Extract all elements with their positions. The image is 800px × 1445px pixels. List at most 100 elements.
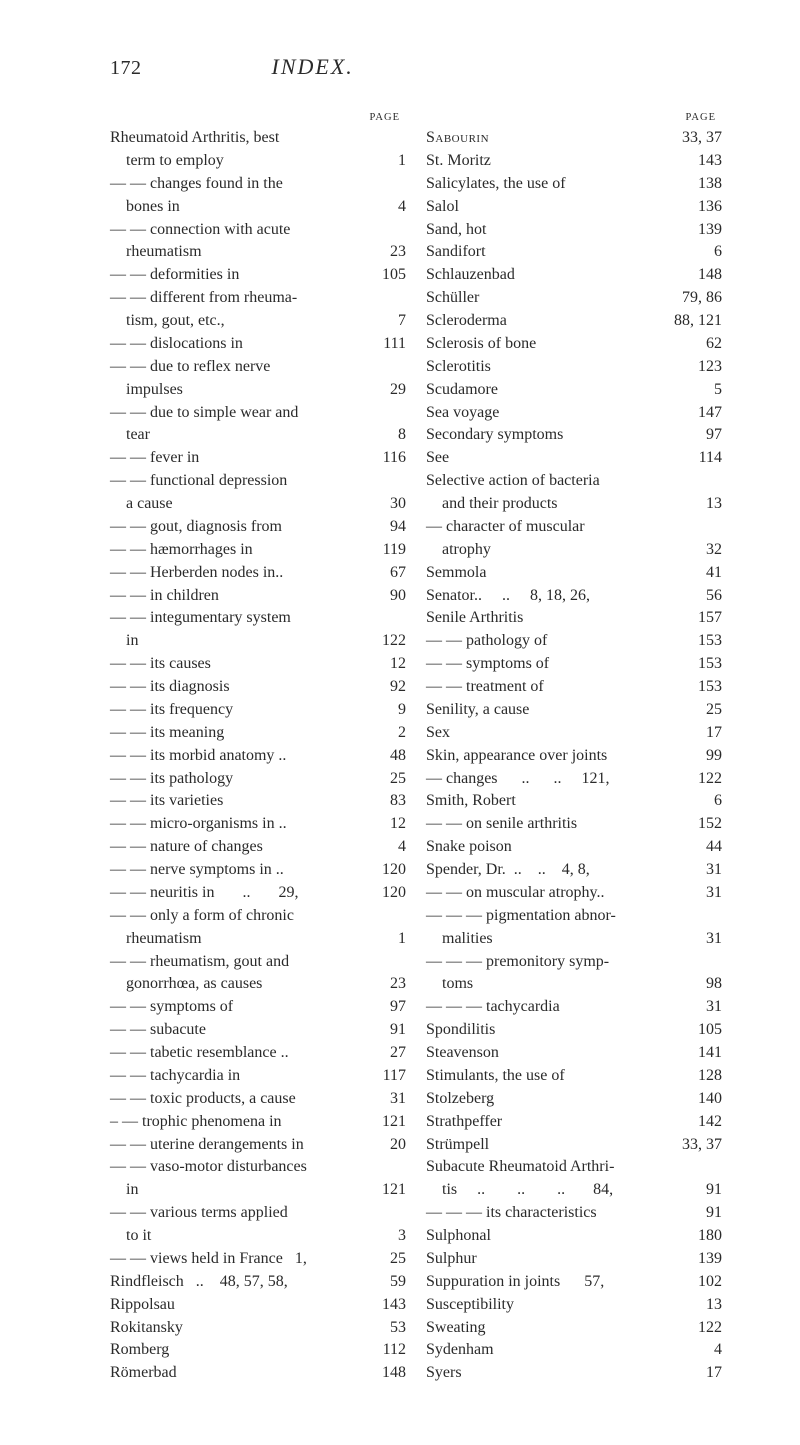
entry-page: 33, 37 xyxy=(676,1134,722,1157)
entry-label: — — its diagnosis xyxy=(110,676,230,699)
entry-label: — — fever in xyxy=(110,447,199,470)
entry-page: 53 xyxy=(372,1317,406,1340)
entry-label: Stimulants, the use of xyxy=(426,1065,565,1088)
index-entry: Sex17 xyxy=(426,722,722,745)
index-entry: a cause30 xyxy=(110,493,406,516)
entry-label: Sand, hot xyxy=(426,219,486,242)
entry-label: — — due to reflex nerve xyxy=(110,356,270,379)
entry-page: 79, 86 xyxy=(676,287,722,310)
entry-page: 25 xyxy=(372,1248,406,1271)
entry-label: — — its pathology xyxy=(110,768,233,791)
index-entry: — — nerve symptoms in ..120 xyxy=(110,859,406,882)
entry-label: — — symptoms of xyxy=(110,996,233,1019)
entry-label: — — uterine derangements in xyxy=(110,1134,304,1157)
index-entry: Sand, hot 139 xyxy=(426,219,722,242)
index-entry: — — different from rheuma- xyxy=(110,287,406,310)
index-entry: rheumatism23 xyxy=(110,241,406,264)
entry-label: — — gout, diagnosis from xyxy=(110,516,282,539)
left-column: PAGE Rheumatoid Arthritis, best term to … xyxy=(110,110,406,1385)
entry-label: — — deformities in xyxy=(110,264,239,287)
index-entry: — — hæmorrhages in119 xyxy=(110,539,406,562)
entry-page: 123 xyxy=(688,356,722,379)
index-entry: Sulphur139 xyxy=(426,1248,722,1271)
entry-label: — — changes found in the xyxy=(110,173,283,196)
entry-page: 143 xyxy=(372,1294,406,1317)
entry-page: 59 xyxy=(372,1271,406,1294)
index-entry: — — tachycardia in117 xyxy=(110,1065,406,1088)
index-entry: — — — its characteristics91 xyxy=(426,1202,722,1225)
entry-page: 153 xyxy=(688,676,722,699)
index-entry: — — — premonitory symp- xyxy=(426,951,722,974)
entry-page: 92 xyxy=(372,676,406,699)
index-entry: Sandifort6 xyxy=(426,241,722,264)
index-entry: Sclerosis of bone62 xyxy=(426,333,722,356)
index-entry: — — its varieties83 xyxy=(110,790,406,813)
entry-page: 67 xyxy=(372,562,406,585)
entry-page: 1 xyxy=(372,928,406,951)
index-entry: tis .. .. .. 84, 91 xyxy=(426,1179,722,1202)
index-entry: — — toxic products, a cause31 xyxy=(110,1088,406,1111)
entry-page: 97 xyxy=(372,996,406,1019)
index-entry: — — due to simple wear and xyxy=(110,402,406,425)
index-entry: Smith, Robert6 xyxy=(426,790,722,813)
index-page: 172 INDEX. PAGE Rheumatoid Arthritis, be… xyxy=(0,0,800,1445)
index-entry: — — its pathology25 xyxy=(110,768,406,791)
entry-label: — — connection with acute xyxy=(110,219,290,242)
entry-page: 120 xyxy=(372,859,406,882)
entry-page: 99 xyxy=(688,745,722,768)
entry-label: bones in xyxy=(110,196,180,219)
entry-page: 9 xyxy=(372,699,406,722)
entry-page: 116 xyxy=(372,447,406,470)
entry-page: 139 xyxy=(688,219,722,242)
index-entry: Stimulants, the use of128 xyxy=(426,1065,722,1088)
entry-label: to it xyxy=(110,1225,151,1248)
entry-page: 8 xyxy=(372,424,406,447)
entry-page: 32 xyxy=(688,539,722,562)
entry-page: 114 xyxy=(688,447,722,470)
entry-page: 33, 37 xyxy=(676,127,722,150)
entry-label: tis .. .. .. 84, xyxy=(426,1179,613,1202)
entry-page: 105 xyxy=(688,1019,722,1042)
index-entry: — — its frequency 9 xyxy=(110,699,406,722)
entry-page: 2 xyxy=(372,722,406,745)
entry-page: 105 xyxy=(372,264,406,287)
index-entry: St. Moritz143 xyxy=(426,150,722,173)
index-entry: tism, gout, etc.,7 xyxy=(110,310,406,333)
page-label-left: PAGE xyxy=(110,110,400,125)
entry-page: 122 xyxy=(688,1317,722,1340)
index-entry: Scleroderma88, 121 xyxy=(426,310,722,333)
entry-page: 31 xyxy=(688,928,722,951)
index-entry: to it3 xyxy=(110,1225,406,1248)
entry-label: Sabourin xyxy=(426,127,489,150)
entry-label: Sea voyage xyxy=(426,402,499,425)
index-entry: Strathpeffer142 xyxy=(426,1111,722,1134)
entry-page: 142 xyxy=(688,1111,722,1134)
entry-label: — — vaso-motor disturbances xyxy=(110,1156,307,1179)
index-entry: Subacute Rheumatoid Arthri- xyxy=(426,1156,722,1179)
entry-label: Römerbad xyxy=(110,1362,177,1385)
index-entry: Salicylates, the use of138 xyxy=(426,173,722,196)
entry-page: 143 xyxy=(688,150,722,173)
index-entry: Sea voyage147 xyxy=(426,402,722,425)
index-entry: — — — pigmentation abnor- xyxy=(426,905,722,928)
index-entry: — — integumentary system xyxy=(110,607,406,630)
entry-label: — — its frequency xyxy=(110,699,233,722)
entry-page: 13 xyxy=(688,493,722,516)
page-header: 172 INDEX. xyxy=(110,54,722,80)
index-entry: gonorrhœa, as causes23 xyxy=(110,973,406,996)
entry-page: 17 xyxy=(688,722,722,745)
entry-page: 91 xyxy=(688,1179,722,1202)
entry-page: 83 xyxy=(372,790,406,813)
index-entry: — — micro-organisms in ..12 xyxy=(110,813,406,836)
entry-label: — — various terms applied xyxy=(110,1202,288,1225)
entry-page: 4 xyxy=(372,196,406,219)
index-entry: — — its causes12 xyxy=(110,653,406,676)
entry-page: 56 xyxy=(688,585,722,608)
entry-page: 23 xyxy=(372,241,406,264)
entry-page: 4 xyxy=(688,1339,722,1362)
entry-label: — — — its characteristics xyxy=(426,1202,597,1225)
index-entry: — — neuritis in .. 29,120 xyxy=(110,882,406,905)
entry-page: 152 xyxy=(688,813,722,836)
entry-page: 120 xyxy=(372,882,406,905)
index-entry: Schlauzenbad148 xyxy=(426,264,722,287)
